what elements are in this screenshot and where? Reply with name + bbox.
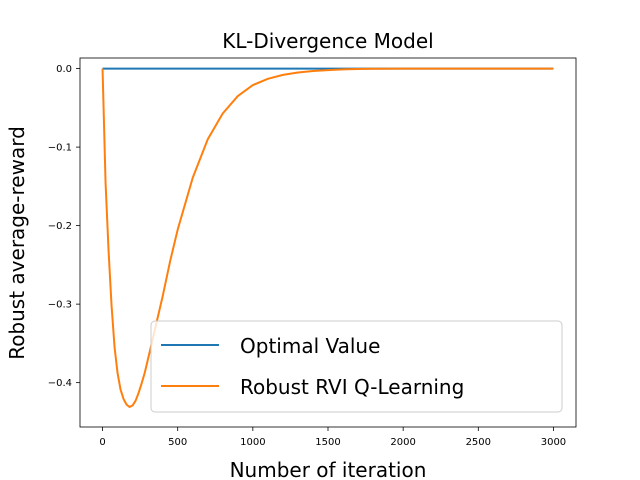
x-tick-label: 0 [99, 437, 105, 448]
x-tick-label: 2000 [390, 437, 415, 448]
legend-label-optimal-value: Optimal Value [240, 334, 380, 358]
y-tick-label: −0.2 [48, 221, 72, 232]
y-tick-label: −0.4 [48, 378, 72, 389]
x-tick-label: 1000 [240, 437, 265, 448]
legend-label-robust-rvi-q-learning: Robust RVI Q-Learning [240, 375, 464, 399]
legend: Optimal Value Robust RVI Q-Learning [150, 320, 563, 413]
x-tick-label: 1500 [315, 437, 340, 448]
legend-frame [150, 320, 563, 413]
x-tick-label: 3000 [541, 437, 566, 448]
x-tick-label: 500 [168, 437, 187, 448]
y-tick-label: −0.1 [48, 143, 72, 154]
y-tick-label: 0.0 [56, 64, 72, 75]
series-line-robust-rvi-q-learning [101, 67, 554, 408]
x-tick-label: 2500 [466, 437, 491, 448]
y-axis-label: Robust average-reward [5, 126, 29, 360]
x-axis-label: Number of iteration [230, 458, 427, 480]
y-tick-label: −0.3 [48, 300, 72, 311]
chart-title: KL-Divergence Model [222, 29, 433, 53]
